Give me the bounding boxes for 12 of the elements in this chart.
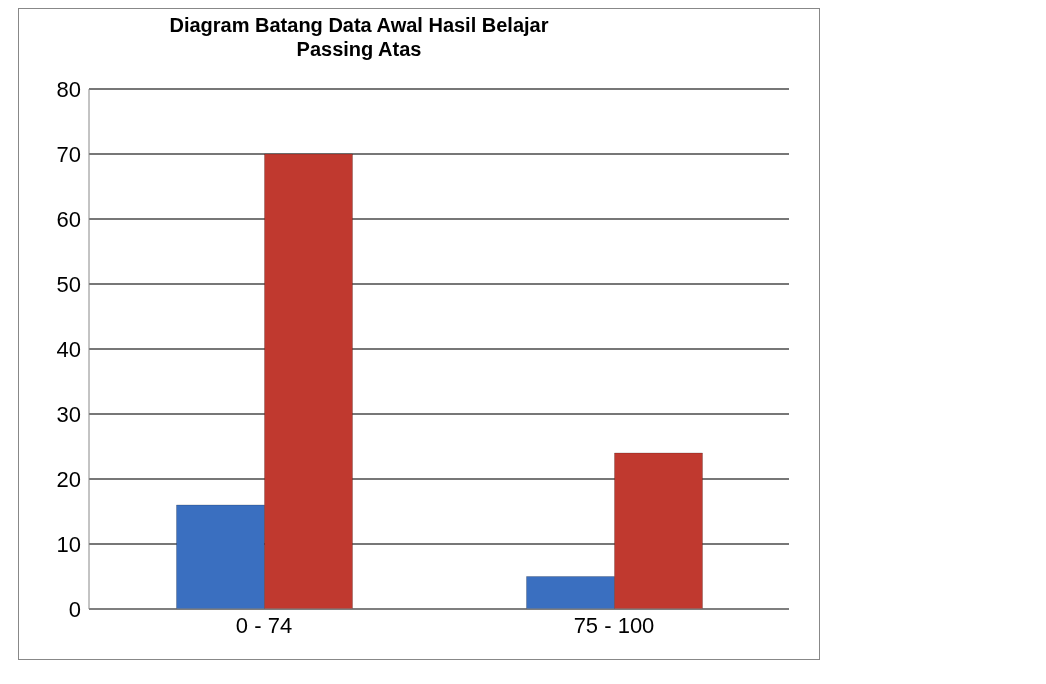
y-tick-label: 70 <box>56 141 81 167</box>
chart-title: Diagram Batang Data Awal Hasil Belajar Passing Atas <box>168 13 550 61</box>
y-tick-label: 0 <box>68 596 81 622</box>
y-tick-label: 30 <box>56 401 81 427</box>
x-tick-label: 75 - 100 <box>573 612 655 638</box>
x-tick-label: 0 - 74 <box>235 612 293 638</box>
y-tick-label: 20 <box>56 466 81 492</box>
y-tick-label: 10 <box>56 531 81 557</box>
y-tick-label: 80 <box>56 76 81 102</box>
y-tick-label: 40 <box>56 336 81 362</box>
y-tick-label: 60 <box>56 206 81 232</box>
y-tick-label: 50 <box>56 271 81 297</box>
